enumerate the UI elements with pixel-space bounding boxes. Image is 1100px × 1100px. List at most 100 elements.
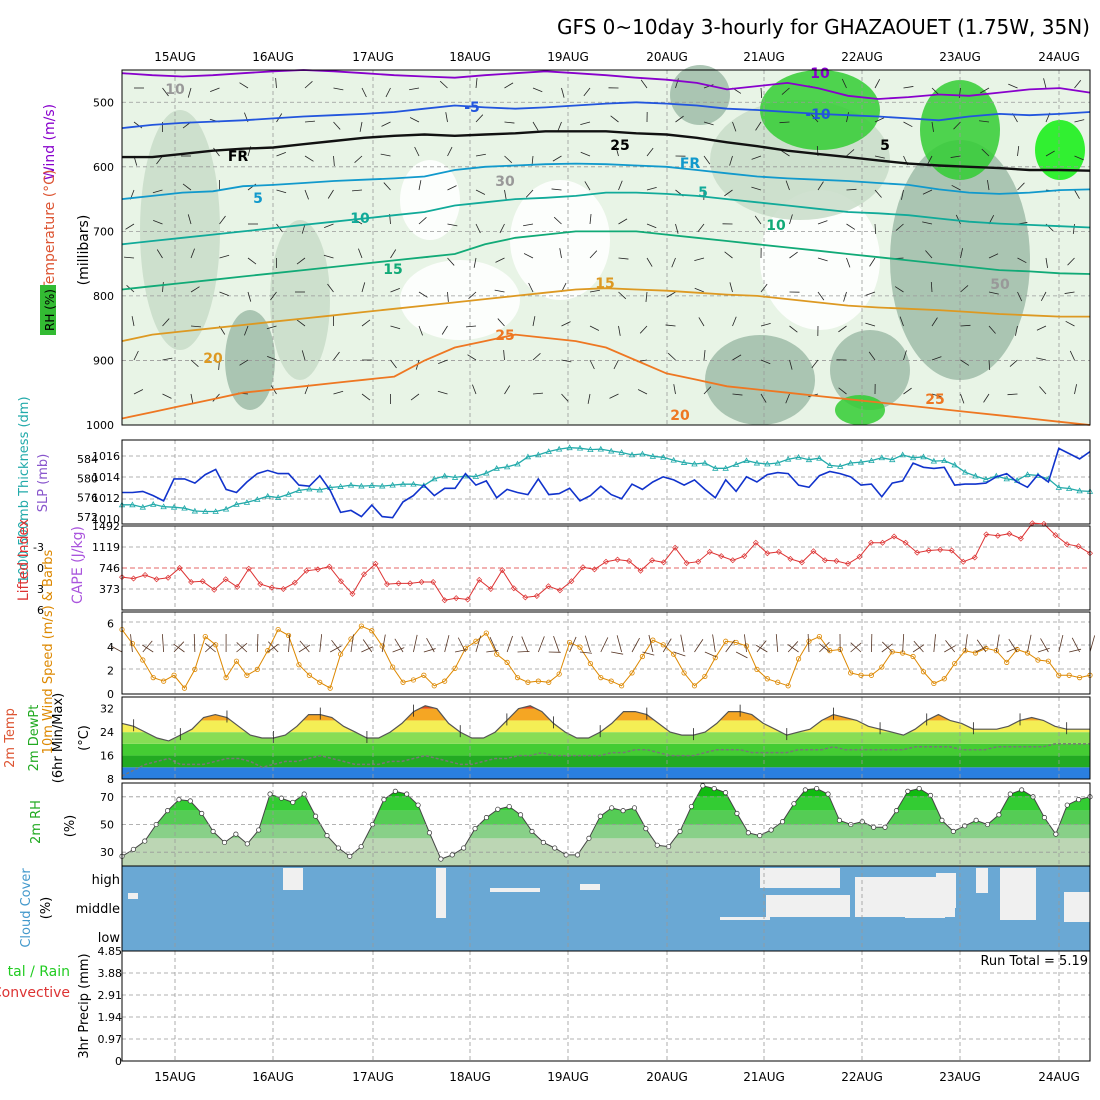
thickness-marker-9 (212, 508, 219, 514)
thickness-marker-62 (764, 460, 771, 467)
thickness-marker-83 (982, 476, 990, 482)
wind-barb-254 (589, 325, 600, 331)
wind-barb-170 (124, 256, 135, 259)
li-marker-27 (430, 579, 437, 585)
wind10-marker-71 (858, 672, 864, 678)
li-marker-34 (510, 585, 517, 592)
wind-barb-220 (589, 289, 600, 293)
wind10-marker-27 (400, 679, 406, 685)
wind10-barb-86 (1008, 638, 1018, 653)
wind-barb-273 (162, 357, 173, 361)
wind-barb-274 (190, 359, 199, 367)
wind10-marker-78 (931, 680, 937, 687)
wind10-barb-58 (725, 639, 735, 653)
wind10-marker-44 (577, 644, 583, 650)
upper-air-ylabel: (millibars) (76, 215, 92, 286)
thickness-marker-54 (680, 459, 688, 465)
wind10-marker-88 (1035, 657, 1041, 663)
wind10-barb-78 (933, 634, 936, 653)
li-marker-2 (142, 572, 149, 578)
wind10-barb-53 (673, 651, 686, 657)
wind-barb-258 (698, 317, 705, 327)
wind10-marker-74 (889, 649, 895, 655)
wind10-barb-9 (204, 642, 216, 653)
li-marker-28 (441, 597, 448, 604)
cloud-gap-9 (976, 868, 988, 893)
rh2m-marker-41 (586, 835, 592, 841)
wind10-marker-34 (473, 638, 479, 644)
wind-barb-199 (960, 248, 963, 259)
wind-barb-119 (618, 180, 623, 191)
li-marker-40 (579, 564, 586, 571)
wind-barb-101 (1074, 155, 1084, 161)
cape-frame (121, 525, 1091, 611)
li-marker-58 (787, 555, 794, 562)
wind-barb-256 (639, 325, 648, 334)
wind10-barb-54 (680, 634, 685, 653)
contour-label-8: 25 (925, 392, 944, 408)
wind-barb-242 (244, 325, 249, 336)
wind10-marker-19 (317, 679, 323, 685)
thickness-tick-0: 572 (77, 511, 98, 524)
wind-barb-203 (1067, 257, 1075, 266)
li-marker-70 (925, 547, 932, 554)
wind-barb-67 (1074, 119, 1085, 123)
wind-barb-298 (868, 351, 876, 361)
wind-barb-172 (190, 248, 195, 259)
wind10-marker-64 (785, 683, 791, 689)
wind-barb-313 (333, 390, 344, 395)
contour-label-15: 5 (698, 185, 708, 201)
wind10-marker-55 (691, 683, 698, 689)
wind-barb-255 (618, 325, 621, 336)
wind-barb-76 (354, 155, 363, 163)
li-marker-31 (476, 576, 483, 583)
wind10-marker-26 (390, 664, 396, 670)
wind10-marker-89 (1045, 658, 1051, 664)
wind-barb-178 (358, 248, 363, 259)
wind10-tick-0: 0 (107, 688, 114, 701)
rh2m-marker-13 (267, 791, 273, 797)
wind10-barb-27 (394, 638, 404, 653)
wind10-barb-29 (423, 648, 436, 653)
wind10-tick-1: 2 (107, 665, 114, 678)
rh2m-marker-79 (1019, 787, 1025, 793)
li-marker-20 (349, 590, 356, 597)
wind-barb-33 (1074, 79, 1082, 89)
wind10-marker-4 (161, 678, 167, 684)
wind-barb-206 (190, 286, 200, 293)
wind10-barb-48 (616, 635, 622, 653)
wind-barb-114 (475, 189, 486, 195)
wind10-barb-61 (756, 640, 767, 653)
wind-barb-251 (497, 318, 505, 327)
rh2m-marker-48 (666, 844, 672, 850)
rh2m-marker-72 (939, 817, 945, 823)
wind-barb-160 (817, 220, 828, 225)
cloud-level-middle: middle (76, 902, 120, 917)
wind-barb-182 (473, 257, 477, 268)
li-marker-36 (533, 593, 540, 599)
wind-barb-57 (779, 121, 790, 124)
wind-barb-103 (152, 189, 163, 194)
wind10-barb-40 (537, 636, 545, 653)
rh2m-marker-29 (449, 852, 455, 858)
thickness-marker-28 (410, 480, 417, 487)
wind10-marker-3 (150, 674, 156, 681)
wind10-marker-20 (327, 685, 333, 691)
li-marker-72 (948, 547, 955, 554)
thickness-marker-17 (295, 487, 303, 493)
rh2m-marker-17 (313, 813, 319, 819)
rh2m-marker-28 (438, 856, 444, 862)
cape-tick-1: 746 (99, 562, 120, 575)
li-marker-69 (914, 549, 921, 556)
temp-tick-0: 8 (107, 773, 114, 786)
rh2m-marker-44 (620, 808, 626, 814)
wind10-barb-12 (236, 642, 248, 653)
wind10-marker-60 (743, 643, 750, 649)
thickness-marker-65 (795, 453, 802, 460)
slp-tick-3: 1016 (92, 450, 120, 463)
wind10-barb-92 (1071, 637, 1080, 653)
wind10-marker-54 (681, 670, 687, 676)
wind-barb-14 (532, 87, 543, 93)
wind10-barb-64 (787, 641, 799, 653)
wind10-barb-2 (142, 640, 153, 653)
